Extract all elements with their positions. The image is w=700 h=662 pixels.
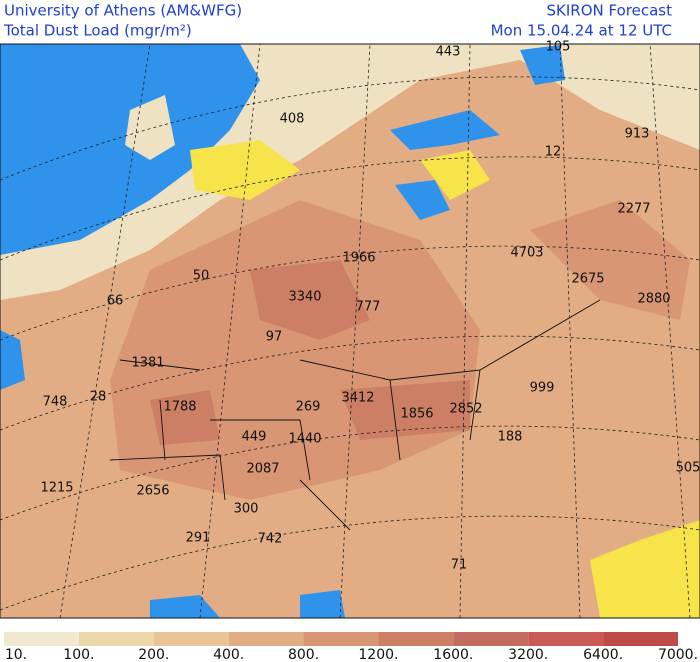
map-label: 3412 bbox=[341, 391, 374, 406]
institution: University of Athens (AM&WFG) bbox=[4, 2, 242, 20]
map-label: 97 bbox=[266, 330, 283, 345]
map-label: 999 bbox=[530, 381, 555, 396]
map-label: 443 bbox=[436, 45, 461, 60]
product: SKIRON Forecast bbox=[547, 2, 673, 20]
map-label: 2656 bbox=[136, 484, 169, 499]
colorbar-label: 1600. bbox=[433, 647, 473, 662]
map-label: 2675 bbox=[571, 272, 604, 287]
map-label: 50 bbox=[193, 269, 210, 284]
map-label: 742 bbox=[258, 532, 283, 547]
colorbar-label: 7000. bbox=[658, 647, 698, 662]
valid-time: Mon 15.04.24 at 12 UTC bbox=[491, 22, 672, 40]
colorbar: 10. 100. 200. 400. 800. 1200. 1600. 3200. 6400. 7… bbox=[4, 632, 698, 662]
colorbar-swatch bbox=[453, 632, 529, 646]
map-label: 777 bbox=[356, 300, 381, 315]
colorbar-swatch bbox=[4, 632, 79, 646]
map-labels: 443 105 408 913 12 2277 1966 4703 50 66 3340 777 267… bbox=[40, 40, 700, 573]
map-area bbox=[0, 43, 700, 619]
colorbar-label: 100. bbox=[63, 647, 94, 662]
map-label: 269 bbox=[296, 400, 321, 415]
map-label: 105 bbox=[546, 40, 571, 55]
map-label: 1381 bbox=[131, 356, 164, 371]
colorbar-label: 3200. bbox=[508, 647, 548, 662]
map-label: 2880 bbox=[637, 292, 670, 307]
map-label: 188 bbox=[498, 430, 523, 445]
colorbar-label: 6400. bbox=[583, 647, 623, 662]
map-label: 913 bbox=[625, 127, 650, 142]
map-label: 12 bbox=[545, 145, 562, 160]
colorbar-label: 200. bbox=[138, 647, 169, 662]
map-label: 1215 bbox=[40, 481, 73, 496]
map-label: 4703 bbox=[510, 246, 543, 261]
map-label: 505 bbox=[676, 461, 700, 476]
map-label: 66 bbox=[107, 294, 124, 309]
map-label: 449 bbox=[242, 430, 267, 445]
map-label: 291 bbox=[186, 531, 211, 546]
map-label: 3340 bbox=[288, 290, 321, 305]
colorbar-swatch bbox=[78, 632, 154, 646]
colorbar-swatch bbox=[153, 632, 229, 646]
colorbar-label: 800. bbox=[288, 647, 319, 662]
map-label: 28 bbox=[90, 390, 107, 405]
colorbar-swatch bbox=[378, 632, 454, 646]
map-label: 1966 bbox=[342, 251, 375, 266]
colorbar-swatch bbox=[603, 632, 678, 646]
colorbar-label: 400. bbox=[213, 647, 244, 662]
colorbar-swatch bbox=[228, 632, 304, 646]
map-label: 2277 bbox=[617, 202, 650, 217]
map-label: 1788 bbox=[163, 400, 196, 415]
map-label: 2852 bbox=[449, 402, 482, 417]
colorbar-label: 10. bbox=[5, 647, 27, 662]
map-label: 2087 bbox=[246, 462, 279, 477]
colorbar-swatch bbox=[303, 632, 379, 646]
map-label: 408 bbox=[280, 112, 305, 127]
map-label: 1440 bbox=[288, 432, 321, 447]
map-label: 300 bbox=[234, 502, 259, 517]
variable: Total Dust Load (mgr/m²) bbox=[3, 22, 192, 40]
map-label: 1856 bbox=[400, 407, 433, 422]
map-label: 748 bbox=[43, 395, 68, 410]
map-label: 71 bbox=[451, 558, 468, 573]
colorbar-label: 1200. bbox=[358, 647, 398, 662]
colorbar-swatch bbox=[528, 632, 604, 646]
